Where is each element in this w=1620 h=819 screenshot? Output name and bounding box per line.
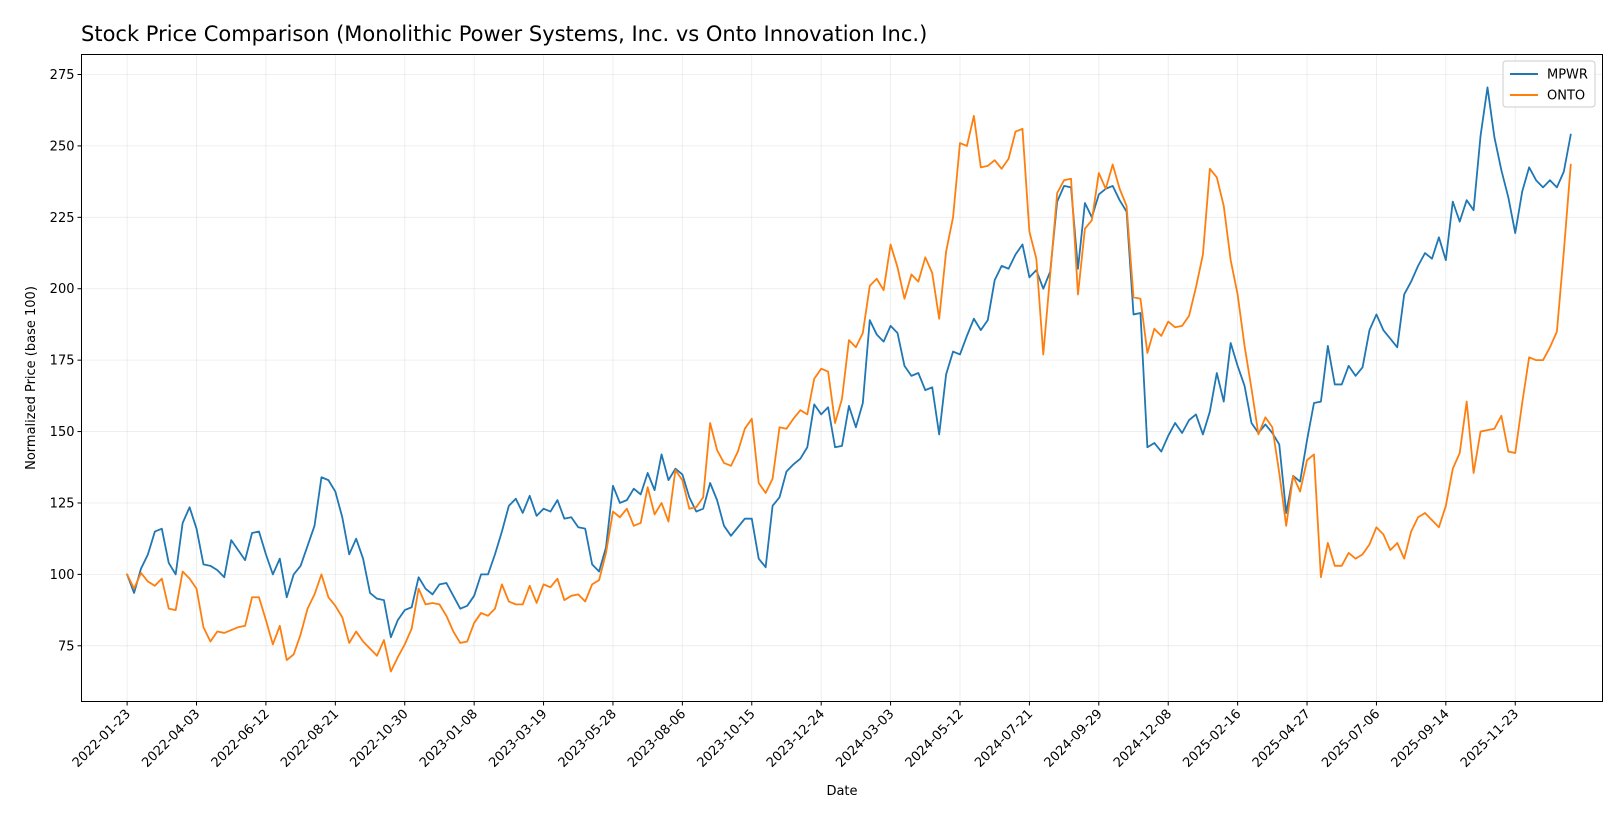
y-tick-label: 200 bbox=[50, 282, 75, 297]
legend: MPWR ONTO bbox=[1502, 60, 1596, 108]
y-axis: 75 100 125 150 175 200 225 250 275 bbox=[50, 68, 82, 654]
y-tick-label: 125 bbox=[50, 496, 75, 511]
y-tick-label: 275 bbox=[50, 68, 75, 83]
x-axis-label: Date bbox=[826, 784, 857, 799]
y-tick-label: 100 bbox=[50, 568, 75, 583]
series-line-onto bbox=[126, 115, 1572, 673]
y-tick-label: 175 bbox=[50, 354, 75, 369]
grid-lines bbox=[81, 54, 1603, 702]
legend-label-onto: ONTO bbox=[1547, 89, 1585, 104]
y-tick-label: 75 bbox=[58, 639, 75, 654]
y-tick-label: 225 bbox=[50, 211, 75, 226]
chart-title: Stock Price Comparison (Monolithic Power… bbox=[81, 22, 927, 46]
y-tick-label: 150 bbox=[50, 425, 75, 440]
y-tick-label: 250 bbox=[50, 139, 75, 154]
plot-frame bbox=[81, 54, 1603, 702]
y-axis-label: Normalized Price (base 100) bbox=[24, 286, 39, 470]
series-line-mpwr bbox=[126, 86, 1572, 639]
legend-label-mpwr: MPWR bbox=[1547, 68, 1588, 83]
series-lines bbox=[126, 86, 1572, 673]
